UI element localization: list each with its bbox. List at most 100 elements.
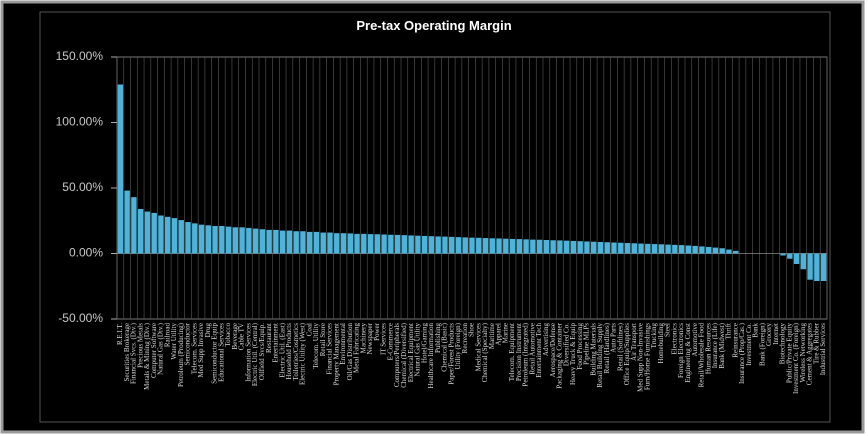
x-tick-label: Investment Co. (Foreign) bbox=[792, 322, 800, 394]
bar bbox=[273, 229, 279, 254]
bar bbox=[577, 241, 583, 254]
x-tick-label: Telecom. Utility bbox=[312, 323, 320, 369]
bar bbox=[117, 84, 124, 254]
bar bbox=[300, 231, 306, 254]
x-tick-label: Thrift bbox=[725, 323, 733, 339]
x-tick-label: Petroleum (Integrated) bbox=[522, 322, 530, 386]
bar bbox=[279, 230, 286, 254]
x-tick-label: Bank (Midwest) bbox=[718, 322, 726, 368]
bar bbox=[205, 225, 211, 254]
x-tick-label: Precious Metals bbox=[136, 323, 144, 368]
x-tick-label: Engineering & Const bbox=[684, 323, 692, 383]
x-tick-label: Metal Fabricating bbox=[353, 323, 361, 373]
x-tick-label: Newspaper bbox=[366, 322, 374, 354]
bar bbox=[523, 239, 529, 254]
x-tick-label: Telecom. Services bbox=[190, 323, 198, 374]
bar bbox=[482, 238, 489, 254]
x-tick-label: Financial Svcs. (Div.) bbox=[130, 322, 138, 384]
bar bbox=[712, 247, 719, 254]
bar bbox=[699, 246, 705, 254]
bar bbox=[597, 241, 604, 254]
x-tick-label: Metals & Mining (Div.) bbox=[143, 322, 151, 389]
x-tick-label: Semiconductor bbox=[184, 322, 192, 365]
bar bbox=[232, 227, 239, 254]
x-tick-label: Advertising bbox=[542, 323, 550, 357]
bar bbox=[645, 243, 651, 254]
x-tick-label: Drug bbox=[204, 323, 212, 338]
bar bbox=[820, 253, 827, 282]
x-tick-label: Restaurant bbox=[265, 323, 273, 353]
bar bbox=[624, 243, 631, 254]
x-tick-label: Heavy Truck & Equip bbox=[569, 323, 577, 386]
x-tick-label: Coal bbox=[305, 323, 313, 336]
x-tick-label: Apparel bbox=[495, 323, 503, 346]
bar bbox=[320, 232, 326, 254]
bar bbox=[591, 241, 597, 254]
x-tick-label: Chemical (Diversified) bbox=[400, 322, 408, 387]
bar bbox=[618, 242, 624, 254]
bar bbox=[327, 232, 333, 254]
x-tick-label: Information Services bbox=[244, 323, 252, 382]
x-tick-label: Retail/Wholesale Food bbox=[698, 323, 706, 388]
x-tick-label: Medical Services bbox=[474, 323, 482, 372]
x-tick-label: Cable TV bbox=[238, 323, 246, 350]
bar bbox=[685, 245, 692, 254]
x-tick-label: Insurance (Prop/Cas.) bbox=[738, 322, 746, 384]
bar bbox=[584, 241, 590, 254]
bar bbox=[144, 211, 151, 254]
plot-area bbox=[116, 56, 828, 320]
x-tick-label: Electric Utility (West) bbox=[299, 322, 307, 385]
x-tick-label: Power bbox=[373, 322, 381, 341]
x-tick-label: Steel bbox=[664, 323, 672, 337]
x-tick-label: Biotechnology bbox=[779, 323, 787, 365]
bar bbox=[165, 216, 171, 254]
x-tick-label: Furn/Home Furnishings bbox=[643, 323, 651, 390]
x-tick-label: Entertainment bbox=[272, 323, 280, 363]
bar bbox=[158, 215, 164, 254]
chart-frame bbox=[39, 11, 831, 423]
x-tick-label: Utility (Foreign) bbox=[454, 322, 462, 369]
bar bbox=[638, 243, 644, 254]
bar bbox=[428, 236, 435, 254]
bar bbox=[665, 244, 671, 254]
bar bbox=[293, 231, 299, 254]
bar bbox=[185, 222, 191, 254]
x-tick-label: Grocery bbox=[765, 323, 773, 346]
x-tick-label: Paper/Forest Products bbox=[447, 323, 455, 385]
bar bbox=[137, 208, 144, 254]
x-tick-label: Precision Instrument bbox=[515, 323, 523, 381]
bar bbox=[672, 244, 678, 254]
x-tick-label: Electrical Equipment bbox=[407, 323, 415, 382]
bar bbox=[266, 229, 272, 254]
x-tick-label: Homebuilding bbox=[657, 323, 665, 364]
y-tick-label: 50.00% bbox=[62, 180, 103, 194]
bar bbox=[334, 233, 340, 254]
bar bbox=[651, 244, 658, 254]
bar bbox=[421, 235, 428, 254]
bar bbox=[354, 233, 360, 254]
bar bbox=[219, 225, 225, 254]
x-tick-label: Educational Services bbox=[217, 323, 225, 382]
x-tick-label: Oil/Gas Distribution bbox=[346, 323, 354, 381]
x-tick-label: Semiconductor Equip bbox=[211, 323, 219, 384]
bar bbox=[536, 239, 543, 254]
x-tick-label: Wireless Networking bbox=[799, 323, 807, 383]
x-tick-label: Natural Gas (Div.) bbox=[157, 322, 165, 375]
bar bbox=[631, 243, 637, 254]
x-tick-label: Tire & Rubber bbox=[812, 322, 820, 364]
x-tick-label: Retail Store bbox=[319, 323, 327, 356]
bar bbox=[252, 228, 259, 254]
x-tick-label: Recreation bbox=[461, 323, 469, 354]
x-tick-label: Telecom. Equipment bbox=[508, 323, 516, 381]
bar bbox=[367, 234, 374, 254]
x-tick-label: Cement & Aggregates bbox=[806, 323, 814, 385]
bar bbox=[611, 242, 617, 254]
bar bbox=[705, 246, 712, 254]
x-tick-label: E-Commerce bbox=[386, 323, 394, 360]
x-tick-label: Automotive bbox=[691, 323, 699, 356]
x-tick-label: Foreign Electronics bbox=[677, 323, 685, 378]
x-tick-label: Retail (Softlines) bbox=[616, 322, 624, 371]
bar bbox=[814, 253, 820, 282]
x-tick-label: Marine bbox=[501, 323, 509, 343]
